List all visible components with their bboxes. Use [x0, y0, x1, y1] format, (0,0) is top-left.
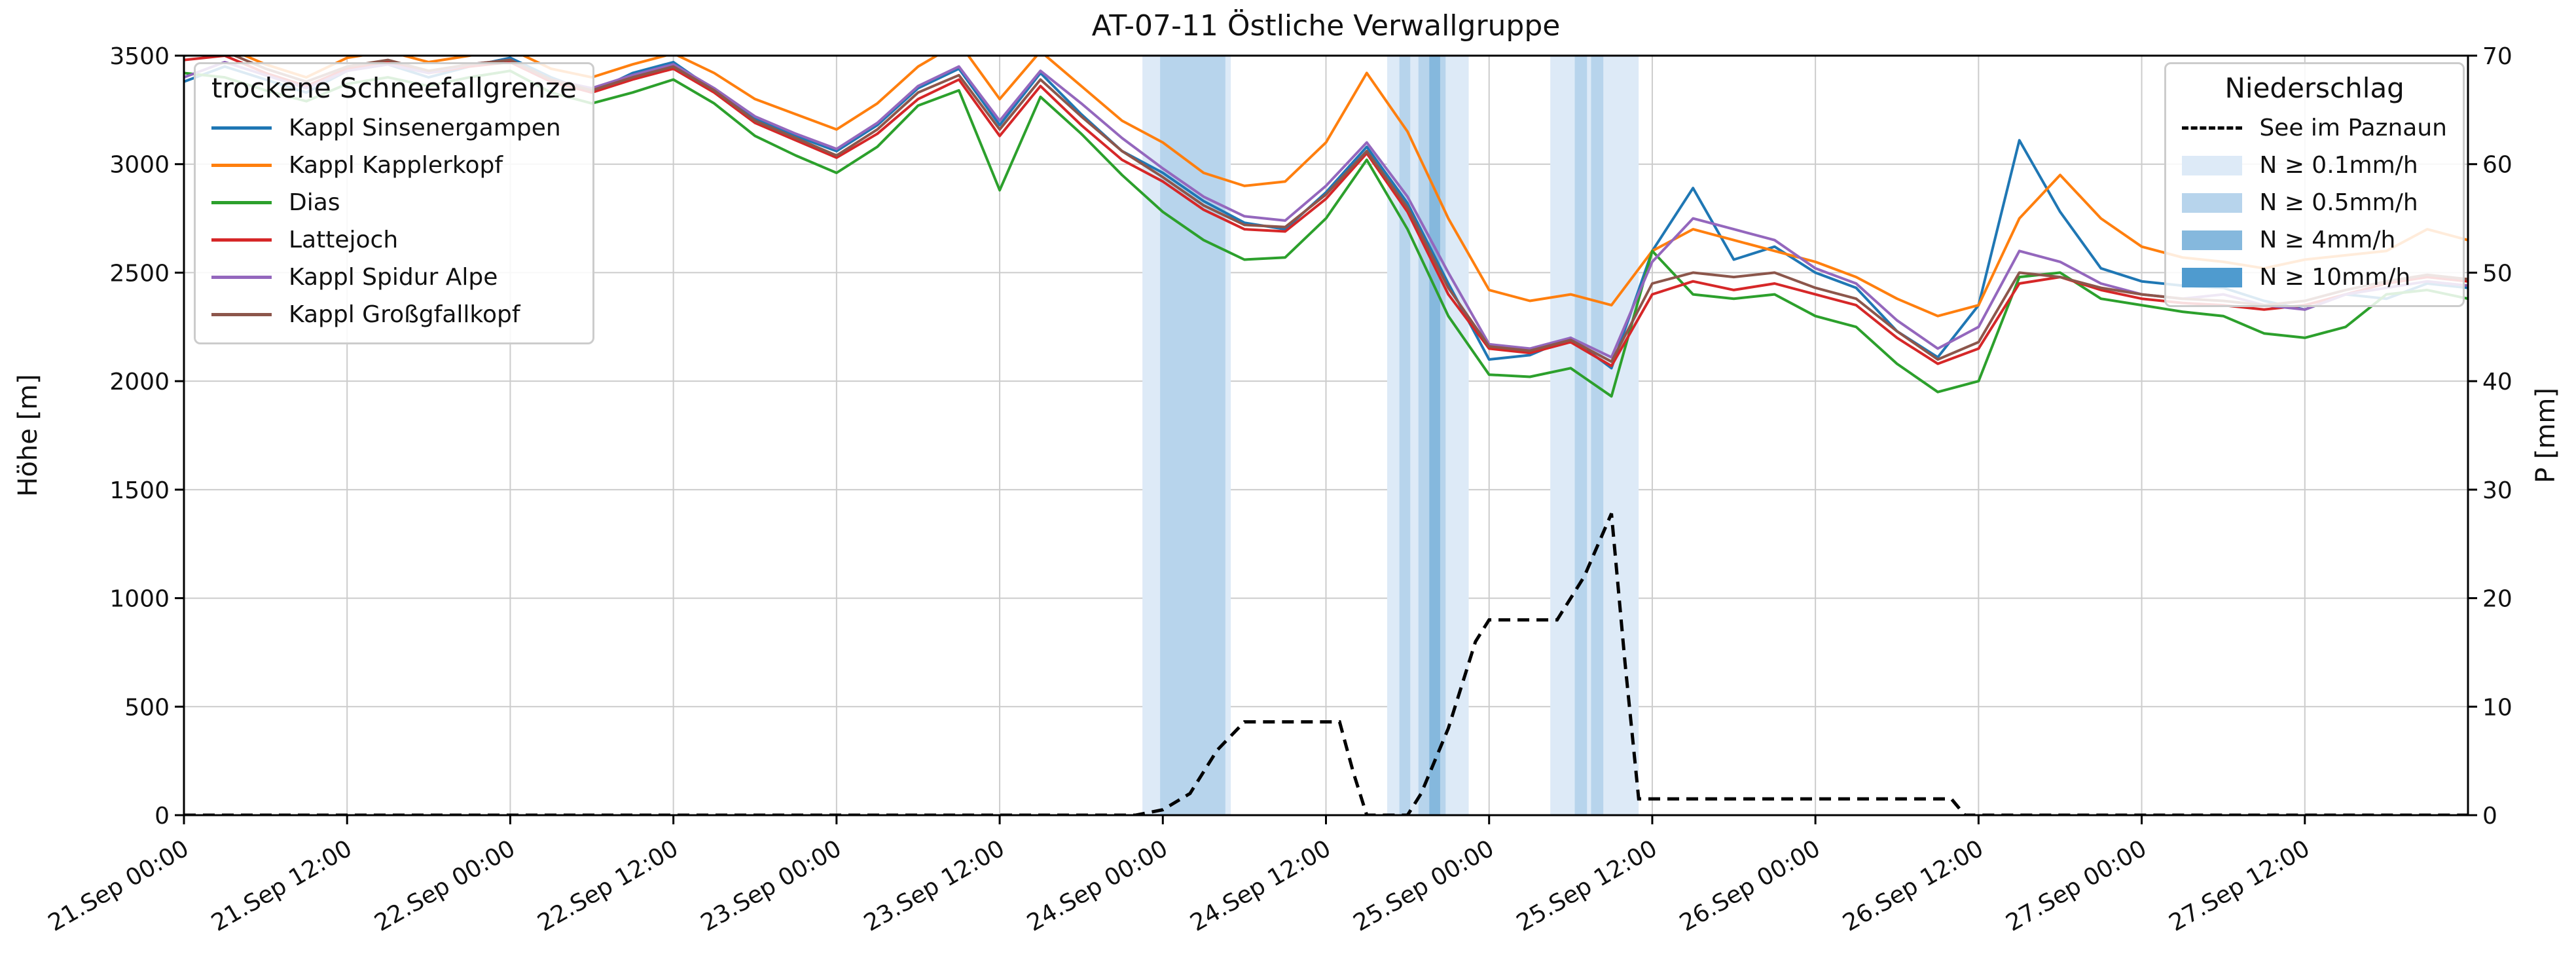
legend-item-label: Kappl Großgfallkopf — [289, 301, 520, 328]
legend-item: Kappl Kapplerkopf — [210, 147, 578, 184]
legend-snowline: trockene Schneefallgrenze Kappl Sinsenerg… — [194, 62, 594, 344]
y-right-tick-label: 30 — [2482, 477, 2513, 504]
legend-item-label: N ≥ 0.1mm/h — [2259, 152, 2418, 179]
legend-item: N ≥ 4mm/h — [2181, 221, 2448, 259]
line-swatch-icon — [211, 276, 272, 279]
legend-item: Kappl Großgfallkopf — [210, 296, 578, 333]
y-right-tick-label: 70 — [2482, 43, 2513, 70]
x-tick-label: 21.Sep 12:00 — [207, 835, 357, 937]
precip-band-n0.5 — [1591, 56, 1604, 815]
legend-item: See im Paznaun — [2181, 109, 2448, 147]
x-tick-label: 23.Sep 00:00 — [697, 835, 846, 937]
line-swatch-icon — [211, 126, 272, 130]
x-tick-label: 25.Sep 12:00 — [1512, 835, 1662, 937]
y-right-tick-label: 10 — [2482, 694, 2513, 721]
legend-item-label: Lattejoch — [289, 227, 399, 253]
patch-swatch-icon — [2182, 230, 2243, 250]
y-left-tick-label: 1000 — [109, 586, 170, 613]
y-left-tick-label: 1500 — [109, 477, 170, 504]
legend-title: trockene Schneefallgrenze — [211, 72, 577, 104]
x-tick-label: 24.Sep 00:00 — [1023, 835, 1172, 937]
legend-item-label: N ≥ 10mm/h — [2259, 264, 2411, 291]
line-swatch-icon — [211, 238, 272, 242]
chart-title: AT-07-11 Östliche Verwallgruppe — [1092, 9, 1561, 43]
y-right-axis-label: P [mm] — [2531, 388, 2561, 483]
precip-line-see-im-paznaun — [184, 513, 2468, 815]
x-tick-label: 23.Sep 12:00 — [860, 835, 1009, 937]
legend-item-label: See im Paznaun — [2259, 115, 2447, 141]
x-tick-label: 24.Sep 12:00 — [1186, 835, 1335, 937]
precip-band-n4 — [1429, 56, 1440, 815]
axis-ticks — [175, 54, 2477, 824]
legend-item-label: N ≥ 4mm/h — [2259, 227, 2396, 253]
legend-item-label: Kappl Sinsenergampen — [289, 115, 561, 141]
legend-item: N ≥ 10mm/h — [2181, 259, 2448, 296]
y-left-tick-label: 500 — [124, 694, 170, 721]
y-left-axis-label: Höhe [m] — [13, 374, 43, 496]
y-right-tick-label: 50 — [2482, 260, 2513, 287]
precip-band-n0.5 — [1574, 56, 1587, 815]
legend-item: N ≥ 0.5mm/h — [2181, 184, 2448, 221]
line-swatch-icon — [211, 201, 272, 204]
legend-item-label: Dias — [289, 189, 340, 216]
x-tick-label: 25.Sep 00:00 — [1349, 835, 1499, 937]
dashed-line-swatch-icon — [2182, 126, 2243, 130]
precip-bands — [1142, 56, 1639, 815]
y-left-tick-label: 0 — [154, 803, 170, 830]
legend-item-label: Kappl Spidur Alpe — [289, 264, 498, 291]
patch-swatch-icon — [2182, 155, 2243, 175]
legend-item: N ≥ 0.1mm/h — [2181, 147, 2448, 184]
x-tick-label: 22.Sep 00:00 — [370, 835, 520, 937]
x-tick-label: 22.Sep 12:00 — [534, 835, 683, 937]
y-left-tick-label: 2500 — [109, 260, 170, 287]
precip-band-n0.5 — [1160, 56, 1225, 815]
legend-item: Lattejoch — [210, 221, 578, 259]
x-tick-label: 21.Sep 00:00 — [44, 835, 194, 937]
line-swatch-icon — [211, 164, 272, 167]
legend-item: Kappl Spidur Alpe — [210, 259, 578, 296]
legend-item: Dias — [210, 184, 578, 221]
legend-item-label: Kappl Kapplerkopf — [289, 152, 503, 179]
x-tick-label: 26.Sep 12:00 — [1838, 835, 1988, 937]
y-right-tick-label: 0 — [2482, 803, 2497, 830]
x-tick-label: 27.Sep 12:00 — [2165, 835, 2315, 937]
precip-band-n0.5 — [1399, 56, 1411, 815]
line-swatch-icon — [211, 313, 272, 316]
y-left-tick-label: 3500 — [109, 43, 170, 70]
y-right-tick-label: 40 — [2482, 369, 2513, 395]
legend-item: Kappl Sinsenergampen — [210, 109, 578, 147]
patch-swatch-icon — [2182, 267, 2243, 287]
x-tick-label: 26.Sep 00:00 — [1675, 835, 1825, 937]
legend-item-label: N ≥ 0.5mm/h — [2259, 189, 2418, 216]
legend-precip: Niederschlag See im Paznaun N ≥ 0.1mm/h N ≥… — [2164, 62, 2465, 307]
patch-swatch-icon — [2182, 192, 2243, 213]
y-right-tick-label: 60 — [2482, 152, 2513, 179]
y-left-tick-label: 3000 — [109, 152, 170, 179]
y-left-tick-label: 2000 — [109, 369, 170, 395]
x-tick-label: 27.Sep 00:00 — [2001, 835, 2151, 937]
y-right-tick-label: 20 — [2482, 586, 2513, 613]
legend-title: Niederschlag — [2224, 72, 2404, 104]
